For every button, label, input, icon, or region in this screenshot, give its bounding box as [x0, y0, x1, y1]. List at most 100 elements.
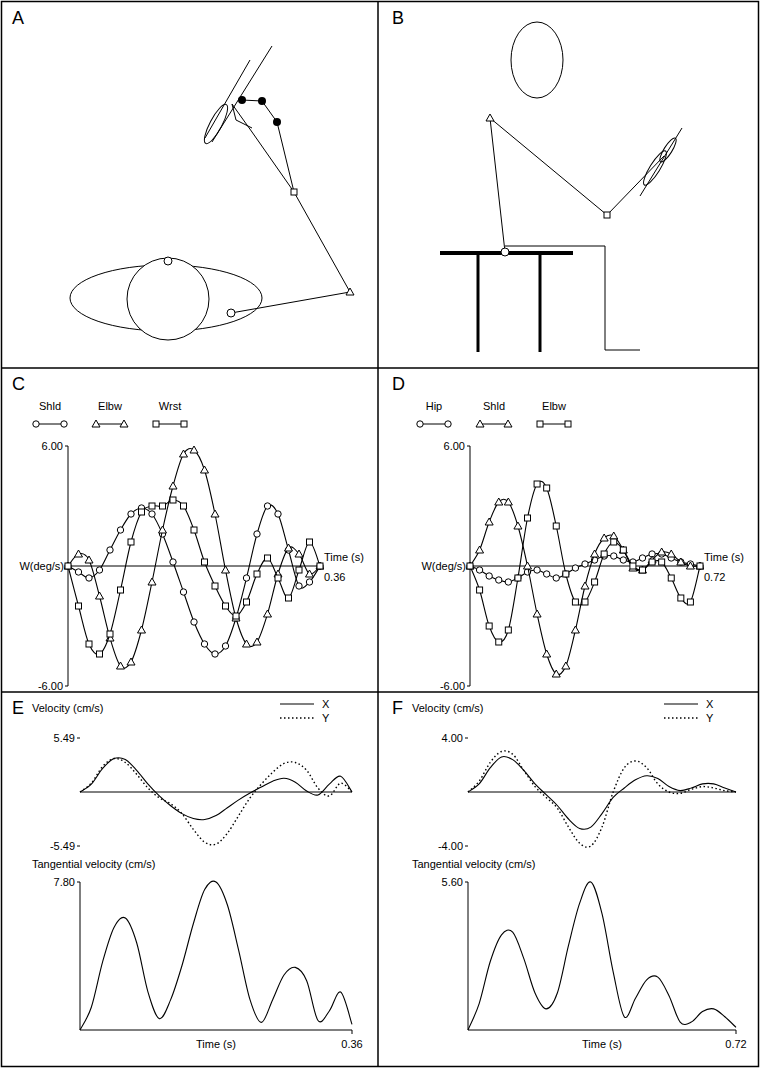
y-tick-label: 5.60: [442, 876, 463, 888]
marker-circle: [243, 575, 249, 581]
marker-square: [678, 595, 684, 601]
chart: E5.49-5.49Velocity (cm/s)XY: [12, 698, 352, 852]
marker-square: [659, 559, 665, 565]
marker-triangle: [232, 614, 240, 621]
marker-circle: [620, 557, 626, 563]
marker-circle: [275, 511, 281, 517]
marker-circle: [445, 421, 451, 427]
legend-label: Elbw: [542, 400, 566, 412]
marker-square: [223, 603, 229, 609]
axes: 4.00-4.00Velocity (cm/s): [412, 702, 736, 852]
panel-letter: C: [12, 374, 25, 394]
marker-triangle: [201, 466, 209, 473]
y-tick: [77, 846, 80, 847]
x-tick-label: 0.36: [341, 1038, 362, 1050]
legend-label: Elbw: [98, 400, 122, 412]
joint-dot: [238, 96, 246, 104]
panel-letter: E: [12, 698, 24, 718]
legend: XY: [664, 698, 714, 724]
y-axis-title: W(deg/s): [19, 560, 64, 572]
marker-circle: [417, 421, 423, 427]
marker-circle: [201, 641, 207, 647]
legend-line: [420, 424, 448, 425]
marker-triangle: [466, 562, 474, 569]
marker-triangle: [96, 592, 104, 599]
legend-label: Shld: [39, 400, 61, 412]
y-tick-label: -6.00: [38, 680, 63, 692]
y-tick: [465, 882, 468, 883]
axes: 7.800.36Time (s)Tangential velocity (cm/…: [32, 858, 363, 1050]
plot-data: [80, 881, 352, 1030]
x-tick-label: 0.36: [324, 571, 345, 583]
marker-square: [534, 481, 540, 487]
x-tick: [736, 1030, 737, 1034]
marker-circle: [65, 563, 71, 569]
x-axis: [468, 1030, 736, 1031]
marker-triangle: [64, 562, 72, 569]
marker-triangle: [514, 522, 522, 529]
marker-square: [202, 559, 208, 565]
marker-circle: [572, 565, 578, 571]
marker-circle: [180, 589, 186, 595]
marker-triangle: [504, 498, 512, 505]
upper-arm: [490, 118, 607, 215]
marker-square: [128, 539, 134, 545]
y-axis-title: Tangential velocity (cm/s): [32, 858, 156, 870]
y-tick-label: 6.00: [42, 440, 63, 452]
legend-label: Y: [706, 712, 714, 724]
legend-label: Hip: [426, 400, 443, 412]
marker-circle: [96, 567, 102, 573]
marker-circle: [611, 553, 617, 559]
joint-dot: [258, 97, 266, 105]
marker-triangle: [495, 498, 503, 505]
plot-data: [468, 751, 736, 847]
marker-square: [611, 539, 617, 545]
marker-triangle: [346, 288, 354, 295]
marker-square: [286, 595, 292, 601]
marker-square: [505, 627, 511, 633]
marker-triangle: [562, 662, 570, 669]
legend-line: [36, 424, 64, 425]
marker-square: [572, 599, 578, 605]
marker-square: [118, 587, 124, 593]
marker-triangle: [243, 640, 251, 647]
panel-frame: [2, 2, 759, 1067]
marker-square: [149, 503, 155, 509]
marker-square: [563, 571, 569, 577]
hand-outline: [232, 104, 294, 192]
marker-circle: [107, 547, 113, 553]
marker-square: [496, 639, 502, 645]
legend-line: [664, 717, 698, 718]
marker-square: [640, 567, 646, 573]
y-tick: [77, 882, 80, 883]
marker-triangle: [148, 578, 156, 585]
chart: C6.00-6.000.36Time (s)W(deg/s)ShldElbwWr…: [12, 374, 364, 692]
legend-label: Wrst: [159, 400, 181, 412]
plot-data: [466, 481, 704, 677]
legend-label: Shld: [483, 400, 505, 412]
legend-line: [280, 703, 314, 704]
marker-triangle: [159, 526, 167, 533]
marker-square: [233, 613, 239, 619]
marker-circle: [86, 575, 92, 581]
pen-loop: [640, 148, 670, 187]
diagram-a: A: [12, 8, 354, 340]
marker-triangle: [211, 510, 219, 517]
marker-square: [181, 503, 187, 509]
marker-circle: [222, 643, 228, 649]
y-tick-label: 5.49: [54, 732, 75, 744]
series-line: [470, 499, 700, 674]
seat-leg: [505, 246, 640, 350]
marker-square: [582, 599, 588, 605]
panel-divider: [377, 2, 379, 1067]
marker-square: [254, 571, 260, 577]
marker-triangle: [180, 450, 188, 457]
marker-triangle: [639, 566, 647, 573]
marker-triangle: [571, 626, 579, 633]
y-tick: [465, 738, 468, 739]
joint-dot: [273, 118, 281, 126]
trunk: [490, 118, 505, 252]
marker-circle: [212, 651, 218, 657]
marker-circle: [639, 555, 645, 561]
marker-square: [265, 555, 271, 561]
